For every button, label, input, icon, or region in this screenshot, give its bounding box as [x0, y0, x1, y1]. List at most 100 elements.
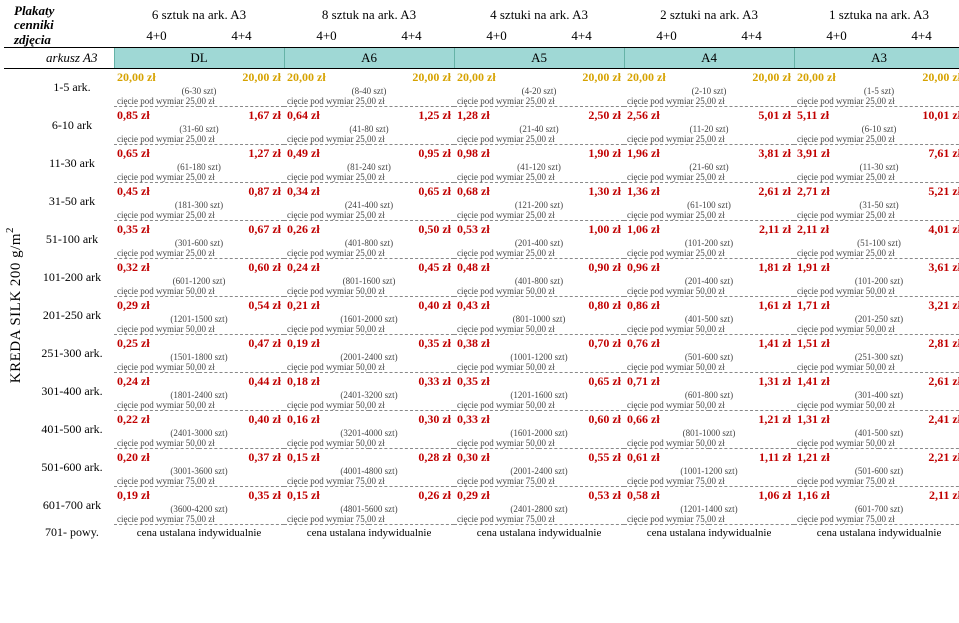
price-4-4: 2,41 zł: [882, 412, 959, 427]
price-cell: 0,19 zł0,35 zł(3600-4200 szt)cięcie pod …: [114, 486, 284, 524]
price-row: 601-700 ark0,19 zł0,35 zł(3600-4200 szt)…: [4, 486, 959, 524]
price-4-0: 0,24 zł: [117, 374, 196, 389]
price-row: 11-30 ark0,65 zł1,27 zł(61-180 szt)cięci…: [4, 144, 959, 182]
price-4-4: 3,61 zł: [882, 260, 959, 275]
cut-note: cięcie pod wymiar 25,00 zł: [117, 248, 281, 258]
sheets-per-A6: 8 sztuk na ark. A3: [284, 4, 454, 25]
cut-note: cięcie pod wymiar 75,00 zł: [287, 476, 451, 486]
price-cell: 0,16 zł0,30 zł(3201-4000 szt)cięcie pod …: [284, 410, 454, 448]
qty-range: (1201-1600 szt): [457, 390, 621, 400]
cut-note: cięcie pod wymiar 25,00 zł: [457, 248, 621, 258]
qty-range: (2401-2800 szt): [457, 504, 621, 514]
qty-range: (31-60 szt): [117, 124, 281, 134]
price-cell: 0,26 zł0,50 zł(401-800 szt)cięcie pod wy…: [284, 220, 454, 258]
price-4-4: 5,01 zł: [712, 108, 791, 123]
cut-note: cięcie pod wymiar 50,00 zł: [457, 324, 621, 334]
qty-range: (11-20 szt): [627, 124, 791, 134]
qty-range: (3001-3600 szt): [117, 466, 281, 476]
row-label: 101-200 ark: [30, 258, 114, 296]
subhead: 4+0: [454, 25, 539, 47]
price-row: 31-50 ark0,45 zł0,87 zł(181-300 szt)cięc…: [4, 182, 959, 220]
cut-note: cięcie pod wymiar 25,00 zł: [117, 96, 281, 106]
qty-range: (401-800 szt): [287, 238, 451, 248]
price-cell: 0,30 zł0,55 zł(2001-2400 szt)cięcie pod …: [454, 448, 624, 486]
price-4-0: 0,29 zł: [117, 298, 196, 313]
cut-note: cięcie pod wymiar 50,00 zł: [457, 438, 621, 448]
price-4-0: 0,15 zł: [287, 450, 366, 465]
category-title: Plakatycennikizdjęcia: [4, 4, 114, 47]
price-4-0: 1,96 zł: [627, 146, 706, 161]
price-cell: 20,00 zł20,00 zł(4-20 szt)cięcie pod wym…: [454, 68, 624, 106]
row-label: 1-5 ark.: [30, 68, 114, 106]
price-4-4: 2,61 zł: [882, 374, 959, 389]
qty-range: (2401-3200 szt): [287, 390, 451, 400]
price-cell: 0,45 zł0,87 zł(181-300 szt)cięcie pod wy…: [114, 182, 284, 220]
price-4-4: 0,30 zł: [372, 412, 451, 427]
price-4-0: 2,56 zł: [627, 108, 706, 123]
subhead: 4+4: [879, 25, 959, 47]
price-4-4: 0,53 zł: [542, 488, 621, 503]
subhead: 4+0: [284, 25, 369, 47]
price-4-4: 1,27 zł: [202, 146, 281, 161]
price-4-0: 0,19 zł: [117, 488, 196, 503]
row-label: 201-250 ark: [30, 296, 114, 334]
cut-note: cięcie pod wymiar 75,00 zł: [287, 514, 451, 524]
subhead: 4+4: [709, 25, 794, 47]
price-row: 401-500 ark.0,22 zł0,40 zł(2401-3000 szt…: [4, 410, 959, 448]
individual-price: cena ustalana indywidualnie: [284, 524, 454, 541]
price-cell: 0,35 zł0,65 zł(1201-1600 szt)cięcie pod …: [454, 372, 624, 410]
price-4-0: 1,91 zł: [797, 260, 876, 275]
qty-range: (401-800 szt): [457, 276, 621, 286]
cut-note: cięcie pod wymiar 50,00 zł: [117, 286, 281, 296]
price-cell: 0,35 zł0,67 zł(301-600 szt)cięcie pod wy…: [114, 220, 284, 258]
price-4-4: 0,60 zł: [202, 260, 281, 275]
price-cell: 0,18 zł0,33 zł(2401-3200 szt)cięcie pod …: [284, 372, 454, 410]
qty-range: (601-700 szt): [797, 504, 959, 514]
qty-range: (801-1600 szt): [287, 276, 451, 286]
price-table: Plakatycennikizdjęcia6 sztuk na ark. A38…: [4, 4, 959, 541]
qty-range: (601-1200 szt): [117, 276, 281, 286]
price-4-0: 0,26 zł: [287, 222, 366, 237]
cut-note: cięcie pod wymiar 50,00 zł: [117, 400, 281, 410]
subhead: 4+4: [199, 25, 284, 47]
price-4-0: 0,15 zł: [287, 488, 366, 503]
price-row: 51-100 ark0,35 zł0,67 zł(301-600 szt)cię…: [4, 220, 959, 258]
qty-range: (1501-1800 szt): [117, 352, 281, 362]
qty-range: (1801-2400 szt): [117, 390, 281, 400]
price-4-4: 2,11 zł: [882, 488, 959, 503]
price-4-4: 0,67 zł: [202, 222, 281, 237]
qty-range: (501-600 szt): [627, 352, 791, 362]
cut-note: cięcie pod wymiar 25,00 zł: [457, 134, 621, 144]
price-4-0: 0,30 zł: [457, 450, 536, 465]
price-4-0: 0,18 zł: [287, 374, 366, 389]
cut-note: cięcie pod wymiar 25,00 zł: [627, 134, 791, 144]
price-4-0: 0,65 zł: [117, 146, 196, 161]
cut-note: cięcie pod wymiar 75,00 zł: [627, 476, 791, 486]
price-cell: 1,06 zł2,11 zł(101-200 szt)cięcie pod wy…: [624, 220, 794, 258]
price-4-4: 0,44 zł: [202, 374, 281, 389]
price-cell: 1,91 zł3,61 zł(101-200 szt)cięcie pod wy…: [794, 258, 959, 296]
price-4-0: 0,25 zł: [117, 336, 196, 351]
price-4-4: 0,70 zł: [542, 336, 621, 351]
price-4-0: 0,19 zł: [287, 336, 366, 351]
price-row: 501-600 ark.0,20 zł0,37 zł(3001-3600 szt…: [4, 448, 959, 486]
price-cell: 20,00 zł20,00 zł(2-10 szt)cięcie pod wym…: [624, 68, 794, 106]
qty-range: (41-120 szt): [457, 162, 621, 172]
qty-range: (301-600 szt): [117, 238, 281, 248]
price-4-4: 1,25 zł: [372, 108, 451, 123]
price-4-0: 1,31 zł: [797, 412, 876, 427]
price-4-4: 1,90 zł: [542, 146, 621, 161]
price-4-4: 0,54 zł: [202, 298, 281, 313]
price-4-4: 1,30 zł: [542, 184, 621, 199]
price-cell: 20,00 zł20,00 zł(1-5 szt)cięcie pod wymi…: [794, 68, 959, 106]
price-4-4: 10,01 zł: [882, 108, 959, 123]
cut-note: cięcie pod wymiar 25,00 zł: [287, 172, 451, 182]
price-cell: 0,71 zł1,31 zł(601-800 szt)cięcie pod wy…: [624, 372, 794, 410]
price-4-0: 1,51 zł: [797, 336, 876, 351]
price-4-4: 1,21 zł: [712, 412, 791, 427]
cut-note: cięcie pod wymiar 50,00 zł: [117, 362, 281, 372]
price-4-0: 1,28 zł: [457, 108, 536, 123]
qty-range: (401-500 szt): [627, 314, 791, 324]
price-4-0: 0,98 zł: [457, 146, 536, 161]
row-label: 11-30 ark: [30, 144, 114, 182]
